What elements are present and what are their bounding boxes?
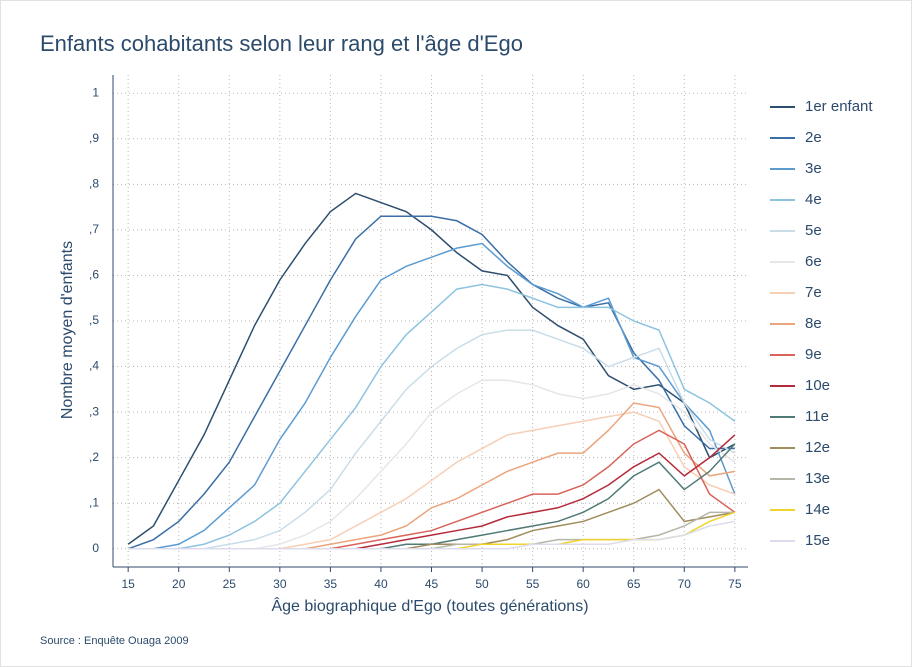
x-tick-label: 70 xyxy=(678,577,692,591)
y-tick-label: ,3 xyxy=(89,404,99,418)
series-line xyxy=(128,520,735,550)
legend-label: 14e xyxy=(805,501,830,518)
legend-label: 5e xyxy=(805,222,822,239)
y-tick-label: 1 xyxy=(92,85,99,99)
x-tick-label: 40 xyxy=(374,577,388,591)
legend-label: 4e xyxy=(805,191,822,208)
y-tick-label: ,7 xyxy=(89,222,99,236)
legend-label: 15e xyxy=(805,532,830,549)
x-tick-label: 60 xyxy=(577,577,591,591)
y-tick-label: 0 xyxy=(92,541,99,555)
series-line xyxy=(128,283,736,550)
x-axis-label: Âge biographique d'Ego (toutes génératio… xyxy=(271,596,588,615)
x-tick-label: 20 xyxy=(172,577,186,591)
legend-label: 9e xyxy=(805,346,822,363)
y-tick-label: ,5 xyxy=(89,313,99,327)
x-tick-label: 75 xyxy=(728,577,742,591)
series-line xyxy=(127,215,735,550)
legend-label: 11e xyxy=(805,408,829,425)
series-line xyxy=(127,192,736,545)
legend-label: 13e xyxy=(805,470,830,487)
legend-label: 3e xyxy=(805,160,822,177)
y-tick-label: ,4 xyxy=(89,359,99,373)
x-tick-label: 50 xyxy=(475,577,489,591)
y-tick-label: ,8 xyxy=(89,177,99,191)
x-tick-label: 55 xyxy=(526,577,540,591)
legend-label: 10e xyxy=(805,377,830,394)
x-tick-label: 35 xyxy=(324,577,338,591)
legend-label: 8e xyxy=(805,315,822,332)
y-tick-label: ,9 xyxy=(89,131,99,145)
legend-label: 7e xyxy=(805,284,822,301)
y-tick-label: ,1 xyxy=(89,495,99,509)
chart-title: Enfants cohabitants selon leur rang et l… xyxy=(40,31,523,56)
y-tick-label: ,2 xyxy=(89,450,99,464)
series-line xyxy=(128,329,736,550)
y-axis-label: Nombre moyen d'enfants xyxy=(59,241,76,419)
x-tick-label: 15 xyxy=(121,577,135,591)
legend-label: 12e xyxy=(805,439,830,456)
x-tick-label: 30 xyxy=(273,577,287,591)
y-tick-label: ,6 xyxy=(89,268,99,282)
x-tick-label: 45 xyxy=(425,577,439,591)
legend-label: 2e xyxy=(805,129,822,146)
x-tick-label: 65 xyxy=(627,577,641,591)
x-tick-label: 25 xyxy=(223,577,237,591)
legend-label: 1er enfant xyxy=(805,98,873,115)
source: Source : Enquête Ouaga 2009 xyxy=(40,635,189,647)
legend-label: 6e xyxy=(805,253,822,270)
